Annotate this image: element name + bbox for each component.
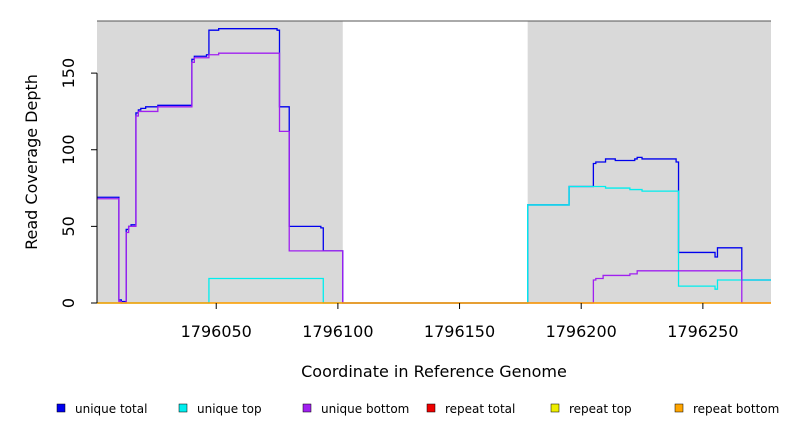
x-axis: 1796050 1796100 1796150 1796200 1796250 [181, 303, 739, 341]
x-tick-label: 1796150 [424, 322, 495, 341]
legend: unique total unique top unique bottom repea… [56, 402, 779, 416]
legend-label: unique top [197, 402, 262, 416]
x-axis-title: Coordinate in Reference Genome [301, 362, 567, 381]
legend-label: unique bottom [321, 402, 409, 416]
series-line-unique-top [97, 185, 771, 304]
y-tick-label: 50 [59, 216, 78, 236]
legend-item: repeat total [426, 402, 515, 416]
y-axis: 0 50 100 150 [59, 58, 98, 308]
legend-swatch [56, 403, 66, 413]
legend-swatch [550, 403, 560, 413]
shaded-region-1 [97, 21, 343, 303]
legend-item: repeat bottom [674, 402, 779, 416]
legend-label: repeat top [569, 402, 632, 416]
series-layer [97, 28, 771, 304]
y-tick-label: 100 [59, 134, 78, 165]
legend-swatch [426, 403, 436, 413]
shaded-region-2 [527, 21, 771, 303]
y-tick-label: 150 [59, 58, 78, 89]
shaded-regions [97, 21, 771, 303]
legend-item: repeat top [550, 402, 632, 416]
legend-swatch [302, 403, 312, 413]
legend-swatch [178, 403, 188, 413]
legend-item: unique total [56, 402, 147, 416]
legend-label: repeat bottom [693, 402, 779, 416]
x-tick-label: 1796050 [181, 322, 252, 341]
x-tick-label: 1796100 [302, 322, 373, 341]
series-line-unique-bottom [97, 52, 771, 304]
legend-label: unique total [75, 402, 147, 416]
y-axis-title: Read Coverage Depth [22, 74, 41, 250]
legend-swatch [674, 403, 684, 413]
legend-item: unique top [178, 402, 262, 416]
x-tick-label: 1796200 [546, 322, 617, 341]
legend-item: unique bottom [302, 402, 409, 416]
y-tick-label: 0 [59, 298, 78, 308]
legend-label: repeat total [445, 402, 515, 416]
x-tick-label: 1796250 [667, 322, 738, 341]
